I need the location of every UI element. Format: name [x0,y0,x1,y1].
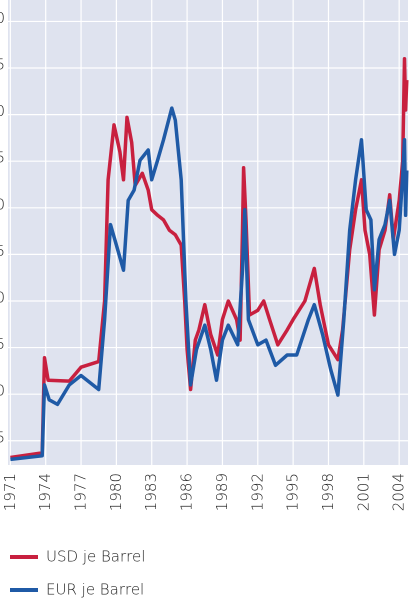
x-tick-label: 1974 [36,473,54,511]
legend-label: USD je Barrel [46,548,145,566]
x-tick-label: 1980 [107,473,125,511]
x-tick-label: 2001 [354,473,372,511]
y-tick-label: 20 [0,288,5,306]
x-tick-label: 2004 [390,473,408,511]
y-tick-label: 35 [0,149,5,167]
y-tick-label: 25 [0,242,5,260]
y-tick-label: 10 [0,382,5,400]
x-tick-label: 1989 [213,473,231,511]
line-series [10,56,409,460]
x-tick-label: 1983 [142,473,160,511]
x-tick-label: 1971 [1,473,19,511]
y-tick-label: 5 [0,428,5,446]
y-tick-label: 15 [0,335,5,353]
y-tick-label: 45 [0,56,5,74]
x-tick-label: 1986 [178,473,196,511]
y-tick-label: 40 [0,102,5,120]
y-tick-label: 50 [0,9,5,27]
line-series [10,106,409,462]
x-tick-label: 1992 [248,473,266,511]
plot-area [8,0,408,465]
legend-label: EUR je Barrel [46,581,144,599]
y-tick-label: 30 [0,195,5,213]
x-tick-label: 1977 [72,473,90,511]
x-tick-label: 1998 [319,473,337,511]
x-tick-label: 1995 [284,473,302,511]
